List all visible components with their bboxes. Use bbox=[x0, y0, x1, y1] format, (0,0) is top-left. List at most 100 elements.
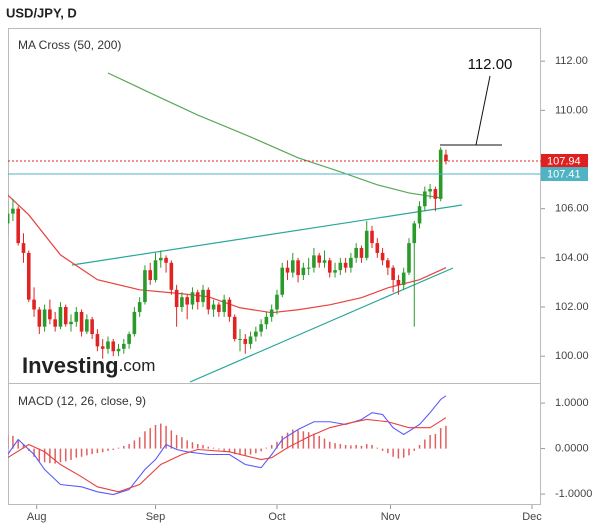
histogram-bar bbox=[8, 434, 9, 449]
candle-body bbox=[74, 311, 79, 322]
price-label: 107.94 bbox=[547, 155, 581, 167]
histogram-bar bbox=[313, 433, 315, 449]
candle-body bbox=[211, 304, 216, 310]
x-tick-label: Nov bbox=[381, 511, 401, 523]
x-tick-label: Dec bbox=[522, 511, 542, 523]
candle-body bbox=[195, 292, 200, 303]
candle-body bbox=[32, 299, 36, 310]
histogram-bar bbox=[387, 448, 389, 454]
watermark-brand: Investing bbox=[22, 353, 119, 378]
histogram-bar bbox=[91, 448, 93, 455]
candle-body bbox=[164, 257, 168, 263]
histogram-bar bbox=[413, 448, 416, 451]
candle-body bbox=[180, 297, 184, 308]
candle-body bbox=[185, 297, 189, 305]
candle-body bbox=[143, 270, 147, 303]
candle-body bbox=[217, 304, 221, 312]
candle-body bbox=[111, 341, 116, 352]
histogram-bar bbox=[170, 430, 173, 449]
y-tick-label: 110.00 bbox=[555, 104, 588, 116]
candle-body bbox=[16, 208, 21, 244]
histogram-bar bbox=[371, 444, 373, 449]
histogram-bar bbox=[191, 442, 194, 449]
candle-body bbox=[132, 311, 137, 335]
histogram-bar bbox=[207, 446, 210, 449]
histogram-bar bbox=[350, 445, 352, 449]
candle-body bbox=[53, 319, 57, 327]
histogram-bar bbox=[292, 429, 294, 449]
candle-body bbox=[116, 348, 121, 352]
price-label-box bbox=[541, 153, 588, 168]
histogram-bar bbox=[196, 444, 199, 449]
candle-body bbox=[417, 206, 422, 224]
histogram-bar bbox=[75, 448, 78, 458]
histogram-bar bbox=[233, 448, 236, 455]
histogram-bar bbox=[228, 448, 231, 453]
candle-body bbox=[8, 213, 10, 224]
histogram-bar bbox=[439, 428, 442, 449]
candle-body bbox=[11, 208, 15, 214]
histogram-bar bbox=[202, 444, 204, 449]
y-tick-label: -1.0000 bbox=[555, 488, 592, 500]
y-tick-label: 112.00 bbox=[555, 55, 588, 67]
histogram-bar bbox=[260, 448, 262, 452]
histogram-bar bbox=[64, 448, 67, 462]
histogram-bar bbox=[339, 444, 342, 449]
candle-body bbox=[407, 243, 411, 273]
moving-average bbox=[107, 72, 441, 199]
histogram-bar bbox=[112, 448, 115, 450]
histogram-bar bbox=[329, 441, 331, 449]
macd-title: MACD (12, 26, close, 9) bbox=[18, 394, 146, 408]
histogram-bar bbox=[12, 435, 14, 449]
moving-average bbox=[8, 194, 447, 314]
candle-body bbox=[296, 260, 300, 276]
trendline bbox=[71, 204, 463, 266]
candle-body bbox=[26, 252, 31, 300]
candle-body bbox=[401, 272, 406, 285]
candle-body bbox=[338, 262, 343, 271]
candle-body bbox=[106, 341, 110, 349]
candle-body bbox=[349, 257, 353, 268]
candle-body bbox=[42, 309, 47, 327]
histogram-bar bbox=[138, 437, 141, 449]
candle-body bbox=[280, 267, 285, 295]
candle-body bbox=[122, 343, 126, 349]
candle-body bbox=[85, 319, 89, 332]
legend-text: MA Cross (50, 200) bbox=[18, 38, 121, 52]
histogram-bar bbox=[128, 444, 130, 449]
candle-body bbox=[285, 267, 290, 273]
histogram-bar bbox=[80, 448, 83, 457]
candle-body bbox=[306, 267, 311, 269]
histogram-bar bbox=[429, 434, 431, 449]
macd-line bbox=[8, 395, 447, 496]
y-tick-label: 104.00 bbox=[555, 252, 589, 264]
histogram-bar bbox=[323, 438, 326, 449]
candle-body bbox=[169, 262, 174, 290]
candle-body bbox=[69, 321, 73, 325]
price-label-box bbox=[541, 167, 588, 182]
histogram-bar bbox=[239, 448, 241, 455]
candle-body bbox=[386, 260, 390, 268]
histogram-bar bbox=[424, 439, 426, 449]
histogram-bar bbox=[101, 448, 104, 453]
histogram-bar bbox=[54, 448, 56, 464]
histogram-bar bbox=[133, 440, 136, 449]
candle-body bbox=[238, 338, 242, 340]
histogram-bar bbox=[70, 448, 72, 460]
x-tick-label: Aug bbox=[27, 511, 47, 523]
histogram-bar bbox=[43, 448, 46, 463]
histogram-bar bbox=[408, 448, 410, 456]
candle-body bbox=[327, 260, 332, 273]
candle-body bbox=[222, 299, 226, 312]
candle-body bbox=[127, 334, 131, 344]
candle-body bbox=[343, 262, 348, 268]
histogram-bar bbox=[344, 444, 347, 449]
y-tick-label: 102.00 bbox=[555, 301, 589, 313]
histogram-bar bbox=[175, 434, 178, 449]
macd-line bbox=[8, 417, 447, 493]
y-tick-label: 1.0000 bbox=[555, 397, 589, 409]
histogram-bar bbox=[286, 432, 289, 449]
candle-body bbox=[291, 260, 295, 273]
candle-body bbox=[37, 309, 42, 327]
